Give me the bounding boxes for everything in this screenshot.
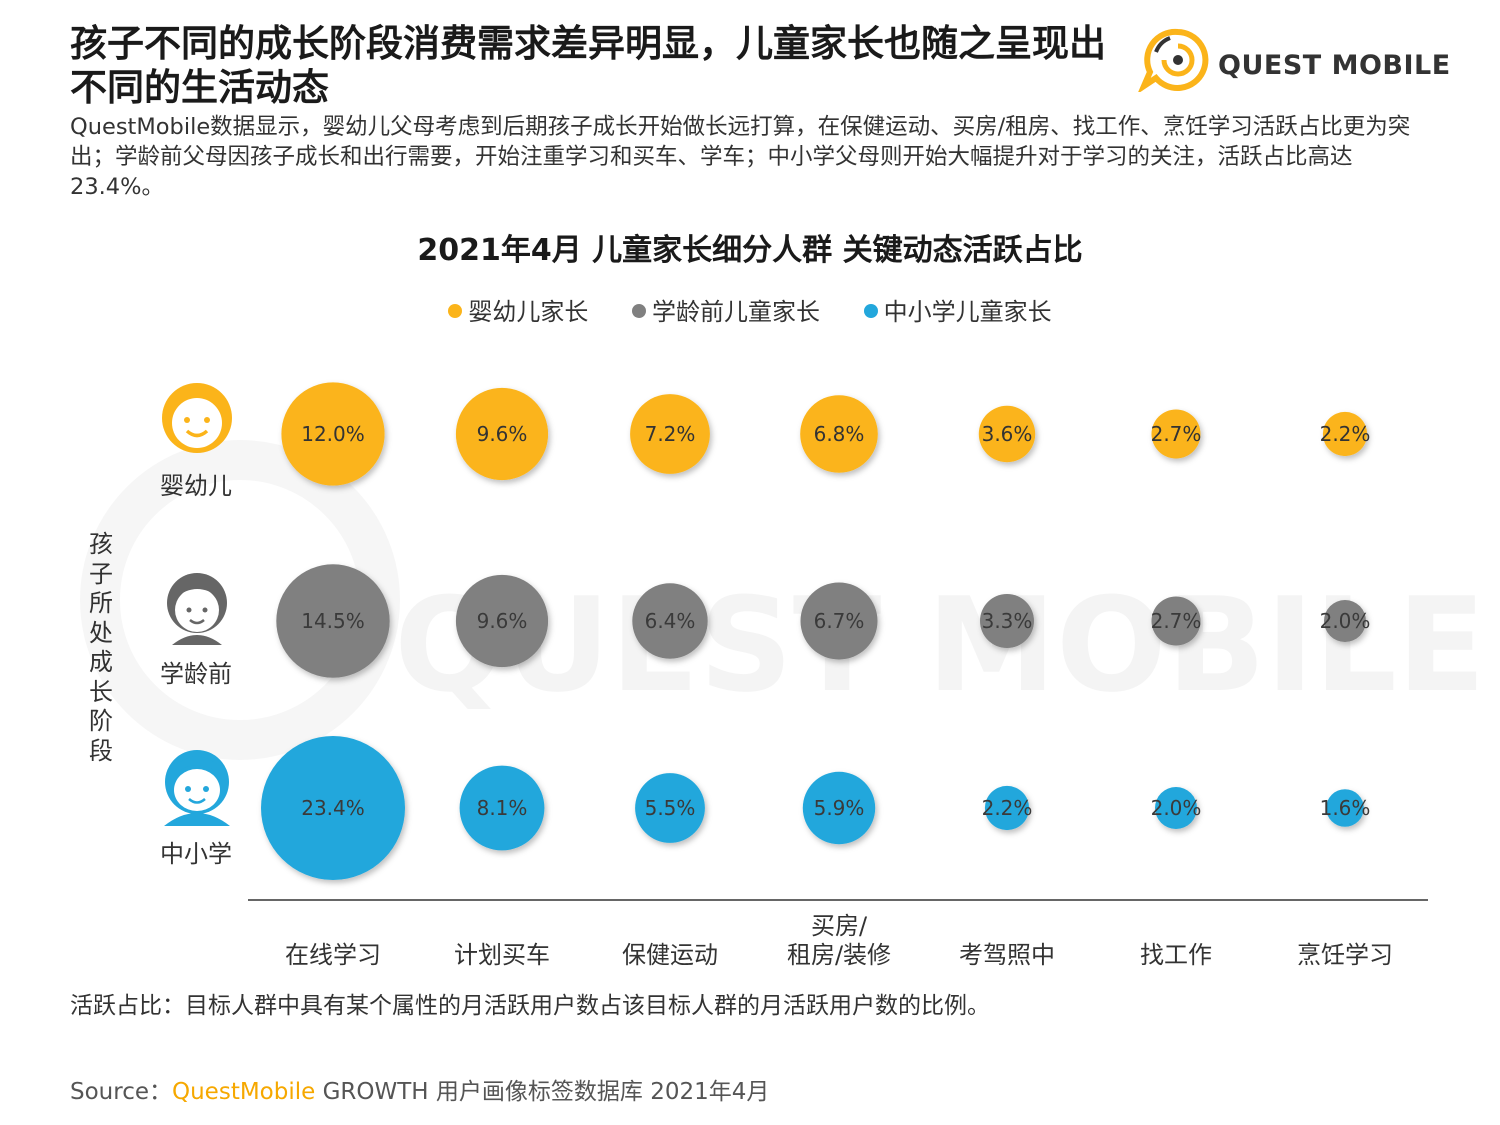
bubble-label-1-3: 6.7%: [814, 609, 865, 633]
y-axis-label: 孩子所处成长阶段: [89, 530, 113, 765]
source-suffix: GROWTH 用户画像标签数据库 2021年4月: [315, 1079, 770, 1105]
bubble-2-1: [459, 765, 545, 851]
bubble-label-1-1: 9.6%: [477, 609, 528, 633]
x-tick-label-4: 考驾照中: [959, 941, 1055, 969]
bubble-label-0-6: 2.2%: [1320, 422, 1371, 446]
bubble-label-2-3: 5.9%: [814, 796, 865, 820]
row-label-infant: 婴幼儿: [160, 472, 232, 500]
bubble-2-5: [1155, 787, 1197, 829]
bubble-2-0: [261, 736, 405, 880]
bubble-label-0-4: 3.6%: [982, 422, 1033, 446]
source-brand: QuestMobile: [172, 1079, 316, 1105]
bubble-1-5: [1151, 596, 1201, 646]
x-tick-label-1: 计划买车: [454, 941, 550, 969]
bubble-0-1: [455, 387, 549, 481]
legend-dot-infant: [448, 304, 463, 318]
questmobile-logo: QUEST MOBILE: [1137, 22, 1450, 95]
bubble-label-2-1: 8.1%: [477, 796, 528, 820]
legend-label-preschool: 学龄前儿童家长: [652, 298, 820, 326]
bubble-1-3: [800, 582, 878, 660]
bubble-1-2: [632, 583, 708, 659]
legend-label-school: 中小学儿童家长: [883, 298, 1052, 326]
bubble-1-6: [1324, 600, 1366, 642]
bubble-2-2: [635, 773, 705, 843]
legend-item-school: 中小学儿童家长: [863, 292, 1052, 327]
logo-text: QUEST MOBILE: [1218, 50, 1451, 81]
bubble-label-1-5: 2.7%: [1151, 609, 1202, 633]
x-tick-label-2: 保健运动: [622, 941, 718, 969]
bubble-label-2-4: 2.2%: [982, 796, 1033, 820]
logo-mark-icon: [1137, 28, 1209, 95]
school-child-icon: [164, 750, 230, 826]
bubble-label-2-6: 1.6%: [1320, 796, 1371, 820]
bubble-label-2-5: 2.0%: [1151, 796, 1202, 820]
bubble-2-4: [984, 785, 1030, 831]
chart-legend: 婴幼儿家长 学龄前儿童家长 中小学儿童家长: [0, 292, 1500, 327]
bubble-0-3: [800, 395, 878, 473]
legend-dot-preschool: [632, 304, 646, 318]
bubble-0-6: [1322, 411, 1368, 457]
legend-dot-school: [863, 304, 878, 318]
bubble-label-1-0: 14.5%: [301, 609, 365, 633]
bubble-2-3: [802, 771, 876, 845]
source-prefix: Source：: [70, 1079, 172, 1105]
bubble-1-0: [276, 564, 390, 678]
legend-label-infant: 婴幼儿家长: [468, 298, 589, 326]
bubble-label-0-3: 6.8%: [814, 422, 865, 446]
watermark-text: QUEST MOBILE: [394, 569, 1485, 721]
description-text: QuestMobile数据显示，婴幼儿父母考虑到后期孩子成长开始做长远打算，在保…: [70, 114, 1411, 200]
bubble-label-1-4: 3.3%: [982, 609, 1033, 633]
x-tick-label-5: 找工作: [1140, 941, 1212, 969]
x-tick-label-6: 烹饪学习: [1297, 941, 1393, 969]
bubble-1-4: [980, 594, 1034, 648]
bubble-label-1-2: 6.4%: [645, 609, 696, 633]
bubble-0-0: [281, 382, 385, 486]
row-label-preschool: 学龄前: [160, 660, 232, 688]
row-label-school: 中小学: [160, 840, 232, 868]
bubble-label-0-2: 7.2%: [645, 422, 696, 446]
bubble-label-0-1: 9.6%: [477, 422, 528, 446]
bubble-label-1-6: 2.0%: [1320, 609, 1371, 633]
preschool-icon: [167, 573, 227, 645]
footnote: 活跃占比：目标人群中具有某个属性的月活跃用户数占该目标人群的月活跃用户数的比例。: [70, 993, 990, 1019]
x-tick-label-3: 买房/租房/装修: [786, 912, 892, 969]
bubble-2-6: [1326, 789, 1364, 827]
x-tick-label-0: 在线学习: [285, 941, 381, 969]
bubble-label-2-0: 23.4%: [301, 796, 365, 820]
bubble-0-4: [978, 405, 1036, 463]
page-title: 孩子不同的成长阶段消费需求差异明显，儿童家长也随之呈现出不同的生活动态: [70, 22, 1106, 109]
bubble-0-5: [1151, 409, 1201, 459]
bubble-label-0-0: 12.0%: [301, 422, 365, 446]
infant-icon: [162, 383, 232, 453]
bubble-label-0-5: 2.7%: [1151, 422, 1202, 446]
legend-item-preschool: 学龄前儿童家长: [632, 292, 820, 327]
bubble-0-2: [630, 394, 710, 474]
bubble-label-2-2: 5.5%: [645, 796, 696, 820]
bubble-layer: 12.0% 9.6% 7.2% 6.8% 3.6% 2.7% 2.2% 14.5% 9.6% 6.…: [261, 382, 1370, 880]
legend-item-infant: 婴幼儿家长: [448, 292, 588, 327]
bubble-1-1: [455, 574, 549, 668]
source-line: Source：QuestMobile GROWTH 用户画像标签数据库 2021…: [70, 1072, 769, 1106]
chart-title: 2021年4月 儿童家长细分人群 关键动态活跃占比: [417, 233, 1083, 268]
